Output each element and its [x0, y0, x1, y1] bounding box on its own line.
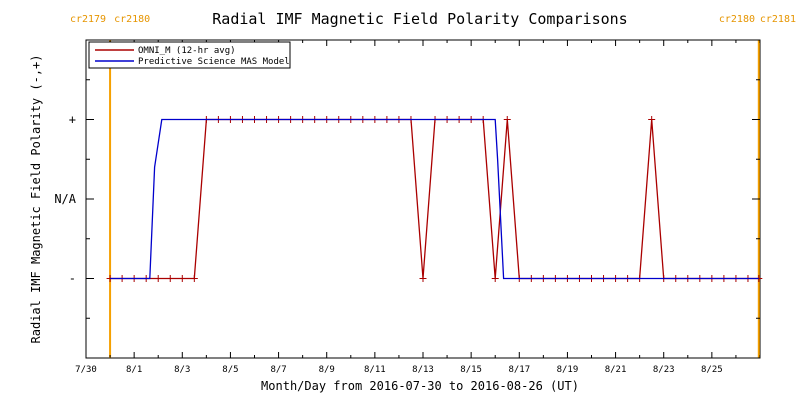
x-tick-label: 8/19: [557, 365, 579, 375]
x-axis-label: Month/Day from 2016-07-30 to 2016-08-26 …: [261, 379, 579, 393]
data-point: [419, 275, 427, 282]
x-tick-label: 8/23: [653, 365, 675, 375]
carrington-label-left: cr2180: [719, 14, 755, 25]
y-tick-label: +: [69, 113, 76, 127]
x-tick-label: 8/13: [412, 365, 434, 375]
data-point: [178, 275, 186, 282]
series-line-mas: [110, 118, 759, 280]
legend: OMNI_M (12-hr avg)Predictive Science MAS…: [88, 41, 291, 69]
data-point: [648, 116, 656, 123]
data-point: [154, 275, 162, 282]
x-tick-label: 8/17: [508, 365, 530, 375]
x-tick-label: 7/30: [75, 365, 97, 375]
legend-box: [88, 41, 291, 69]
data-point: [491, 275, 499, 282]
plot-frame: [85, 39, 761, 359]
data-point: [166, 275, 174, 282]
x-tick-label: 8/5: [222, 365, 238, 375]
x-axis-ticks: 7/30 8/1 8/3 8/5 8/7 8/9 8/11 8/13 8/15 8/17 8/19 8…: [75, 40, 761, 375]
x-tick-label: 8/7: [270, 365, 286, 375]
data-point: [190, 275, 198, 282]
carrington-label-right: cr2180: [114, 14, 150, 25]
x-tick-label: 8/3: [174, 365, 190, 375]
x-tick-label: 8/11: [364, 365, 386, 375]
data-point: [503, 116, 511, 123]
x-tick-label: 8/15: [460, 365, 482, 375]
y-axis-label: Radial IMF Magnetic Field Polarity (-,+): [29, 55, 43, 344]
y-tick-label: -: [69, 272, 76, 286]
legend-label: Predictive Science MAS Model: [138, 57, 290, 67]
carrington-label-right: cr2181: [760, 14, 796, 25]
legend-label: OMNI_M (12-hr avg): [138, 46, 236, 56]
carrington-label-left: cr2179: [70, 14, 106, 25]
series-lines: [106, 116, 763, 282]
x-tick-label: 8/1: [126, 365, 142, 375]
series-line-omni: [110, 118, 759, 280]
y-axis-ticks: + N/A -: [54, 39, 760, 359]
x-tick-label: 8/25: [701, 365, 723, 375]
chart-title: Radial IMF Magnetic Field Polarity Compa…: [212, 10, 627, 28]
x-tick-label: 8/21: [605, 365, 627, 375]
x-tick-label: 8/9: [319, 365, 335, 375]
y-tick-label: N/A: [54, 192, 76, 206]
